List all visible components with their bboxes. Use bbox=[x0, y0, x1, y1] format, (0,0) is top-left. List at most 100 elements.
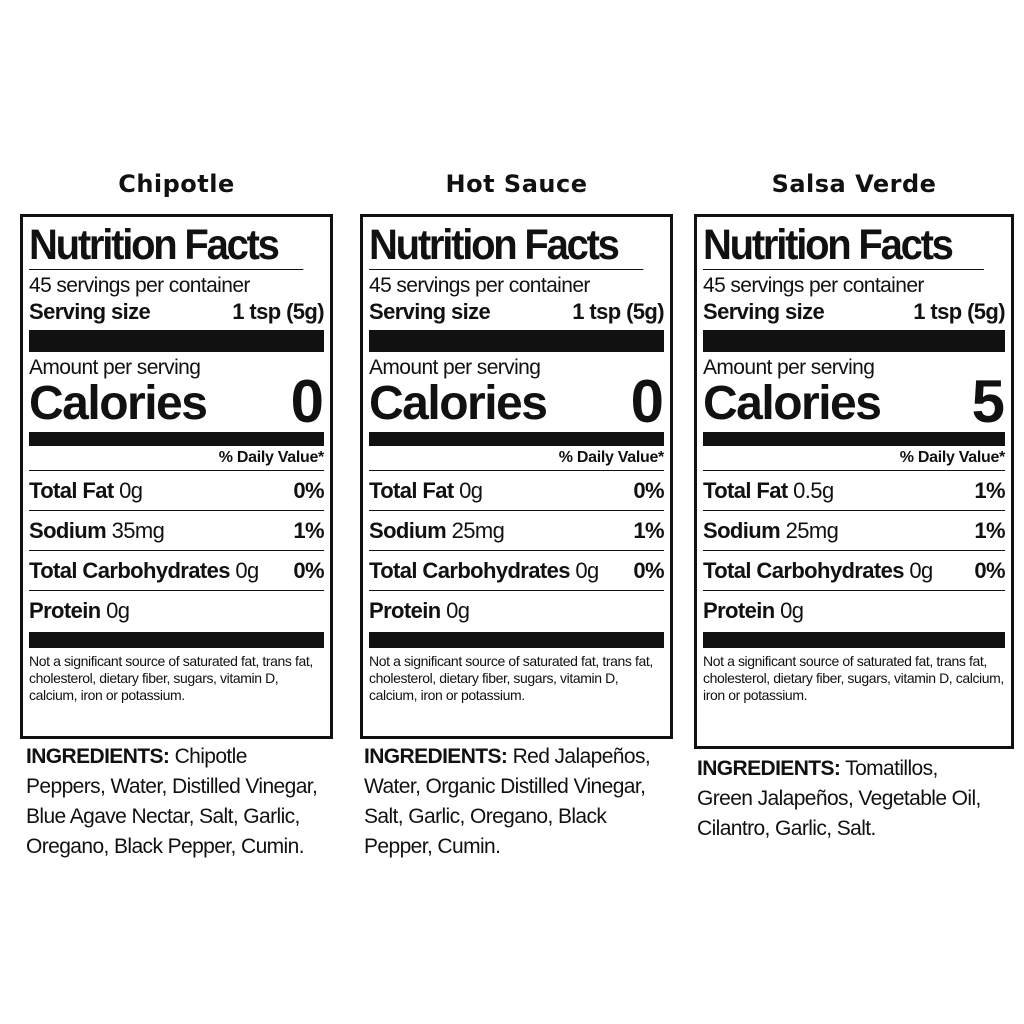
nutrient-name: Sodium bbox=[703, 517, 781, 543]
product-title-salsa-verde: Salsa Verde bbox=[771, 170, 937, 198]
nutrition-facts-heading: Nutrition Facts bbox=[29, 223, 304, 270]
nutrient-row-total-carbohydrates: Total Carbohydrates 0g 0% bbox=[703, 551, 1006, 591]
nutrient-name: Total Carbohydrates bbox=[703, 557, 905, 583]
ingredients-salsa-verde: INGREDIENTS: Tomatillos, Green Jalapeños… bbox=[697, 754, 997, 844]
divider-bar bbox=[29, 330, 324, 352]
nutrient-amount: 0.5g bbox=[793, 477, 834, 503]
ingredients-text: Tomatillos, Green Jalapeños, Vegetable O… bbox=[697, 757, 981, 840]
calories-value: 0 bbox=[630, 368, 664, 435]
nutrient-daily-value: 1% bbox=[293, 517, 324, 543]
nutrient-amount: 0g bbox=[119, 477, 143, 503]
ingredients-hot-sauce: INGREDIENTS: Red Jalapeños, Water, Organ… bbox=[364, 742, 670, 862]
nutrient-row-total-carbohydrates: Total Carbohydrates 0g 0% bbox=[369, 551, 665, 591]
nutrition-label-hot-sauce: Nutrition Facts 45 servings per containe… bbox=[360, 214, 673, 739]
serving-size-value: 1 tsp (5g) bbox=[913, 299, 1005, 324]
serving-size-label: Serving size bbox=[703, 299, 825, 324]
nutrient-amount: 25mg bbox=[785, 517, 839, 543]
nutrient-row-total-fat: Total Fat 0g 0% bbox=[29, 471, 325, 511]
nutrient-amount: 35mg bbox=[111, 517, 165, 543]
divider-bar bbox=[703, 432, 1005, 446]
divider-bar bbox=[369, 432, 664, 446]
nutrient-row-total-carbohydrates: Total Carbohydrates 0g 0% bbox=[29, 551, 325, 591]
nutrient-daily-value: 0% bbox=[974, 557, 1005, 583]
daily-value-header: % Daily Value* bbox=[29, 446, 324, 471]
product-title-chipotle: Chipotle bbox=[118, 170, 235, 198]
nutrient-daily-value: 0% bbox=[633, 557, 664, 583]
servings-per-container: 45 servings per container bbox=[29, 274, 250, 297]
ingredients-text: Red Jalapeños, Water, Organic Distilled … bbox=[364, 745, 651, 858]
calories-label: Calories bbox=[369, 377, 548, 430]
nutrient-name: Protein bbox=[369, 597, 441, 623]
nutrient-row-sodium: Sodium 25mg 1% bbox=[703, 511, 1006, 551]
nutrient-name: Total Carbohydrates bbox=[29, 557, 231, 583]
nutrient-daily-value: 1% bbox=[633, 517, 664, 543]
nutrient-amount: 25mg bbox=[451, 517, 505, 543]
nutrient-amount: 0g bbox=[575, 557, 599, 583]
nutrient-row-protein: Protein 0g bbox=[703, 591, 1005, 630]
amount-per-serving: Amount per serving bbox=[369, 356, 541, 379]
footnote: Not a significant source of saturated fa… bbox=[29, 653, 313, 703]
serving-size-label: Serving size bbox=[29, 299, 151, 324]
nutrient-amount: 0g bbox=[106, 597, 130, 623]
nutrient-amount: 0g bbox=[459, 477, 483, 503]
divider-bar bbox=[369, 632, 664, 648]
nutrient-name: Sodium bbox=[369, 517, 447, 543]
divider-bar bbox=[703, 330, 1005, 352]
daily-value-header: % Daily Value* bbox=[369, 446, 664, 471]
nutrition-facts-heading: Nutrition Facts bbox=[369, 223, 644, 270]
calories-label: Calories bbox=[29, 377, 208, 430]
ingredients-chipotle: INGREDIENTS: Chipotle Peppers, Water, Di… bbox=[26, 742, 326, 862]
divider-bar bbox=[29, 632, 324, 648]
serving-size-value: 1 tsp (5g) bbox=[572, 299, 664, 324]
nutrient-amount: 0g bbox=[446, 597, 470, 623]
nutrient-daily-value: 0% bbox=[293, 557, 324, 583]
serving-size-row: Serving size 1 tsp (5g) bbox=[29, 298, 325, 326]
nutrient-row-protein: Protein 0g bbox=[29, 591, 324, 630]
divider-bar bbox=[29, 432, 324, 446]
nutrient-row-protein: Protein 0g bbox=[369, 591, 664, 630]
product-title-hot-sauce: Hot Sauce bbox=[445, 170, 588, 198]
nutrition-label-salsa-verde: Nutrition Facts 45 servings per containe… bbox=[694, 214, 1014, 749]
nutrient-daily-value: 0% bbox=[633, 477, 664, 503]
calories-row: Calories 0 bbox=[369, 372, 664, 432]
nutrient-row-total-fat: Total Fat 0.5g 1% bbox=[703, 471, 1006, 511]
servings-per-container: 45 servings per container bbox=[369, 274, 590, 297]
nutrient-name: Sodium bbox=[29, 517, 107, 543]
nutrient-amount: 0g bbox=[235, 557, 259, 583]
nutrient-daily-value: 0% bbox=[293, 477, 324, 503]
serving-size-row: Serving size 1 tsp (5g) bbox=[703, 298, 1006, 326]
ingredients-text: Chipotle Peppers, Water, Distilled Vineg… bbox=[26, 745, 318, 858]
divider-bar bbox=[369, 330, 664, 352]
nutrient-name: Protein bbox=[703, 597, 775, 623]
footnote: Not a significant source of saturated fa… bbox=[369, 653, 653, 703]
amount-per-serving: Amount per serving bbox=[703, 356, 875, 379]
nutrition-label-chipotle: Nutrition Facts 45 servings per containe… bbox=[20, 214, 333, 739]
amount-per-serving: Amount per serving bbox=[29, 356, 201, 379]
nutrient-amount: 0g bbox=[780, 597, 804, 623]
ingredients-label: INGREDIENTS: bbox=[697, 757, 841, 780]
daily-value-header: % Daily Value* bbox=[703, 446, 1005, 471]
nutrient-row-total-fat: Total Fat 0g 0% bbox=[369, 471, 665, 511]
nutrient-daily-value: 1% bbox=[974, 517, 1005, 543]
nutrition-facts-heading: Nutrition Facts bbox=[703, 223, 984, 270]
nutrient-name: Total Fat bbox=[369, 477, 454, 503]
calories-value: 0 bbox=[290, 368, 324, 435]
nutrient-daily-value: 1% bbox=[974, 477, 1005, 503]
calories-row: Calories 5 bbox=[703, 372, 1005, 432]
serving-size-value: 1 tsp (5g) bbox=[232, 299, 324, 324]
serving-size-row: Serving size 1 tsp (5g) bbox=[369, 298, 665, 326]
nutrient-name: Total Fat bbox=[703, 477, 788, 503]
footnote: Not a significant source of saturated fa… bbox=[703, 653, 1004, 703]
nutrient-name: Total Carbohydrates bbox=[369, 557, 571, 583]
serving-size-label: Serving size bbox=[369, 299, 491, 324]
ingredients-label: INGREDIENTS: bbox=[364, 745, 508, 768]
divider-bar bbox=[703, 632, 1005, 648]
nutrient-row-sodium: Sodium 35mg 1% bbox=[29, 511, 325, 551]
calories-row: Calories 0 bbox=[29, 372, 324, 432]
calories-value: 5 bbox=[971, 368, 1005, 435]
nutrient-name: Protein bbox=[29, 597, 101, 623]
servings-per-container: 45 servings per container bbox=[703, 274, 924, 297]
nutrient-row-sodium: Sodium 25mg 1% bbox=[369, 511, 665, 551]
ingredients-label: INGREDIENTS: bbox=[26, 745, 170, 768]
calories-label: Calories bbox=[703, 377, 882, 430]
